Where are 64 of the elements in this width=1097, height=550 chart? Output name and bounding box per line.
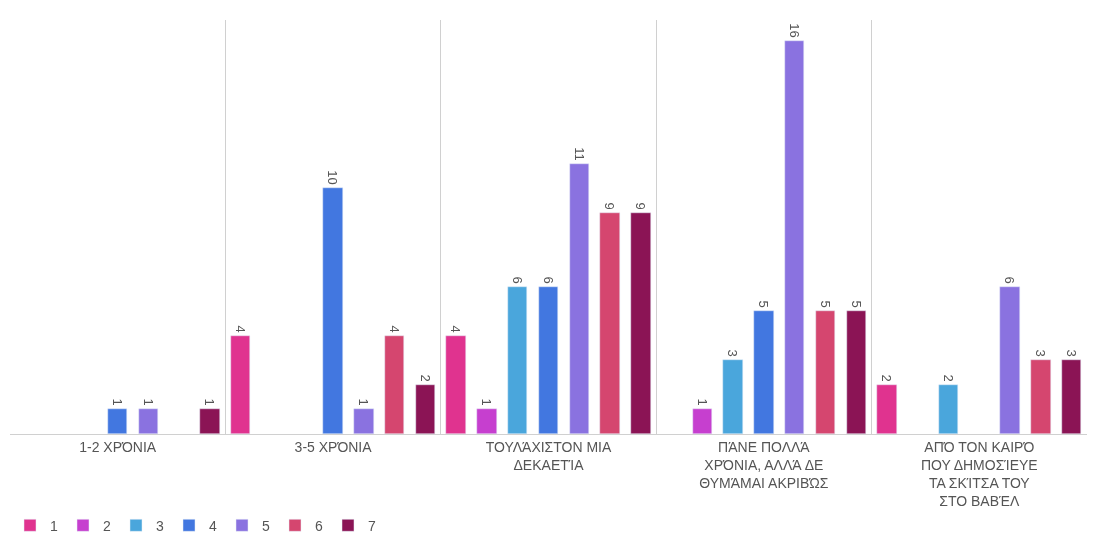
bar bbox=[692, 408, 712, 434]
data-label: 5 bbox=[848, 300, 864, 308]
x-tick-label: 1-2 ΧΡΌΝΙΑ bbox=[79, 438, 157, 455]
bar bbox=[138, 408, 158, 434]
bar bbox=[538, 286, 558, 434]
bar bbox=[569, 163, 589, 434]
legend-label: 2 bbox=[103, 517, 111, 534]
legend-label: 4 bbox=[209, 517, 217, 534]
bar bbox=[722, 359, 743, 434]
bar bbox=[753, 310, 774, 434]
data-label: 4 bbox=[232, 325, 248, 333]
data-label: 2 bbox=[417, 374, 433, 382]
bar bbox=[876, 384, 897, 434]
data-label: 5 bbox=[756, 300, 772, 308]
data-label: 6 bbox=[540, 276, 556, 284]
bar bbox=[107, 408, 127, 434]
data-label: 3 bbox=[1063, 349, 1079, 357]
x-tick-label: ΤΟΥΛΆΧΙΣΤΟΝ ΜΙΑ ΔΕΚΑΕΤΊΑ bbox=[485, 438, 612, 473]
data-label: 1 bbox=[109, 398, 125, 406]
bar bbox=[230, 335, 250, 434]
bar bbox=[507, 286, 527, 434]
bar bbox=[938, 384, 958, 434]
data-label: 2 bbox=[940, 374, 956, 382]
data-label: 9 bbox=[633, 202, 649, 210]
legend-label: 1 bbox=[50, 517, 58, 534]
bar bbox=[384, 335, 404, 434]
data-label: 5 bbox=[817, 300, 833, 308]
data-label: 2 bbox=[879, 374, 895, 382]
legend-label: 3 bbox=[156, 517, 164, 534]
bar bbox=[445, 335, 466, 434]
legend-label: 7 bbox=[368, 517, 376, 534]
legend-label: 5 bbox=[262, 517, 270, 534]
x-tick-label: ΠΆΝΕ ΠΟΛΛΆ ΧΡΌΝΙΑ, ΑΛΛΆ ΔΕ ΘΥΜΆΜΑΙ ΑΚΡΙΒΏΣ bbox=[699, 438, 829, 492]
legend-label: 6 bbox=[315, 517, 323, 534]
data-label: 1 bbox=[356, 398, 372, 406]
bar bbox=[815, 310, 835, 434]
data-label: 16 bbox=[786, 23, 802, 38]
data-label: 1 bbox=[202, 398, 218, 406]
data-label: 1 bbox=[479, 398, 495, 406]
data-label: 6 bbox=[509, 276, 525, 284]
bar bbox=[1030, 359, 1051, 434]
bar bbox=[599, 212, 620, 434]
bar bbox=[1061, 359, 1081, 434]
bar bbox=[630, 212, 651, 434]
x-tick-label: ΑΠΌ ΤΟΝ ΚΑΙΡΌ ΠΟΥ ΔΗΜΟΣΊΕΥΕ ΤΑ ΣΚΊΤΣΑ ΤΟΥ ΣΤΟ ΒΑΒΈΛ bbox=[920, 438, 1038, 510]
bar bbox=[999, 286, 1020, 434]
data-label: 4 bbox=[386, 325, 402, 333]
data-label: 3 bbox=[1033, 349, 1049, 357]
data-label: 11 bbox=[571, 147, 587, 161]
data-label: 10 bbox=[325, 170, 341, 185]
bar bbox=[784, 40, 804, 434]
x-tick-label: 3-5 ΧΡΌΝΙΑ bbox=[294, 438, 373, 455]
data-label: 4 bbox=[448, 325, 464, 333]
bar bbox=[476, 408, 497, 434]
bar bbox=[415, 384, 435, 434]
data-label: 1 bbox=[140, 398, 156, 406]
bar bbox=[846, 310, 866, 434]
data-label: 9 bbox=[602, 202, 618, 210]
bar bbox=[322, 187, 343, 434]
bar bbox=[353, 408, 374, 434]
data-label: 6 bbox=[1002, 276, 1018, 284]
bar bbox=[199, 408, 220, 434]
data-label: 3 bbox=[725, 349, 741, 357]
data-label: 1 bbox=[694, 398, 710, 406]
